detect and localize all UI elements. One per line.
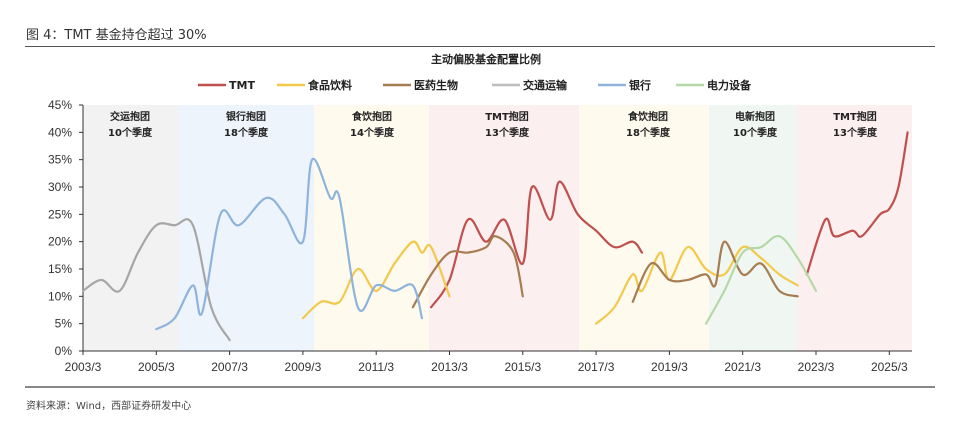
- x-tick-label: 2017/3: [578, 360, 615, 374]
- legend-label: 交通运输: [523, 78, 568, 92]
- band-sublabel: 13个季度: [485, 126, 530, 139]
- series-line-食品饮料: [301, 240, 451, 320]
- series-line-银行: [155, 157, 424, 331]
- x-tick-label: 2005/3: [138, 360, 175, 374]
- y-tick-label: 10%: [48, 289, 72, 303]
- y-tick-label: 40%: [48, 125, 72, 139]
- x-tick-label: 2019/3: [651, 360, 688, 374]
- band-label: 食饮抱团: [627, 110, 668, 123]
- band-power: [709, 105, 797, 351]
- y-tick-label: 20%: [48, 235, 72, 249]
- band-labels: 交运抱团 10个季度 银行抱团 18个季度 食饮抱团 14个季度 TMT抱团 1…: [108, 110, 878, 139]
- series-line-TMT: [430, 180, 644, 309]
- band-label: TMT抱团: [833, 110, 877, 123]
- x-tick-label: 2011/3: [358, 360, 394, 374]
- y-tick-label: 35%: [48, 153, 72, 167]
- x-tick-label: 2021/3: [724, 360, 761, 374]
- series-line-医药生物: [631, 240, 799, 303]
- y-tick-label: 25%: [48, 207, 72, 221]
- y-tick-label: 45%: [48, 98, 72, 112]
- y-tick-label: 15%: [48, 262, 72, 276]
- legend-label: 食品饮料: [308, 78, 352, 92]
- x-tick-label: 2003/3: [65, 360, 102, 374]
- band-tmt-1: [429, 105, 579, 351]
- x-tick-label: 2007/3: [211, 360, 248, 374]
- source-note: 资料来源：Wind，西部证券研发中心: [26, 401, 192, 412]
- legend: TMT 食品饮料 医药生物 交通运输 银行 电力设备: [198, 78, 752, 92]
- band-food-1: [314, 105, 429, 351]
- chart-title: 主动偏股基金配置比例: [431, 52, 541, 66]
- band-label: TMT抱团: [485, 110, 529, 123]
- band-sublabel: 14个季度: [350, 126, 395, 139]
- series-line-电力设备: [704, 234, 818, 325]
- series-line-医药生物: [411, 235, 524, 309]
- band-sublabel: 18个季度: [224, 126, 269, 139]
- y-tick-label: 0%: [55, 344, 73, 358]
- legend-label: 医药生物: [414, 78, 458, 92]
- legend-label: 银行: [629, 78, 651, 92]
- band-sublabel: 10个季度: [733, 126, 778, 139]
- y-axis: 0% 5% 10% 15% 20% 25% 30% 35% 40% 45%: [48, 98, 84, 358]
- band-transport: [83, 105, 178, 351]
- band-label: 电新抱团: [735, 110, 775, 123]
- series-layer: [81, 131, 909, 342]
- band-tmt-2: [797, 105, 912, 351]
- highlight-bands: [83, 105, 912, 351]
- x-tick-label: 2025/3: [871, 360, 908, 374]
- x-tick-label: 2015/3: [504, 360, 541, 374]
- series-line-TMT: [805, 131, 909, 276]
- band-label: 银行抱团: [226, 110, 266, 123]
- y-tick-label: 5%: [55, 317, 73, 331]
- x-tick-label: 2013/3: [431, 360, 468, 374]
- band-bank: [178, 105, 314, 351]
- bottom-divider: [25, 386, 935, 388]
- band-sublabel: 13个季度: [833, 126, 878, 139]
- y-tick-label: 30%: [48, 180, 72, 194]
- series-line-食品饮料: [595, 245, 799, 325]
- legend-label: 电力设备: [707, 78, 752, 92]
- x-tick-label: 2009/3: [285, 360, 322, 374]
- x-axis: 2003/3 2005/3 2007/3 2009/3 2011/3 2013/3 2015…: [65, 350, 912, 374]
- figure-title: 图 4：TMT 基金持仓超过 30%: [26, 28, 207, 43]
- band-food-2: [579, 105, 709, 351]
- band-sublabel: 10个季度: [108, 126, 153, 139]
- x-tick-label: 2023/3: [798, 360, 835, 374]
- top-divider: [25, 46, 935, 47]
- band-label: 食饮抱团: [351, 110, 392, 123]
- legend-label: TMT: [229, 79, 255, 92]
- band-sublabel: 18个季度: [626, 126, 671, 139]
- band-label: 交运抱团: [110, 110, 150, 123]
